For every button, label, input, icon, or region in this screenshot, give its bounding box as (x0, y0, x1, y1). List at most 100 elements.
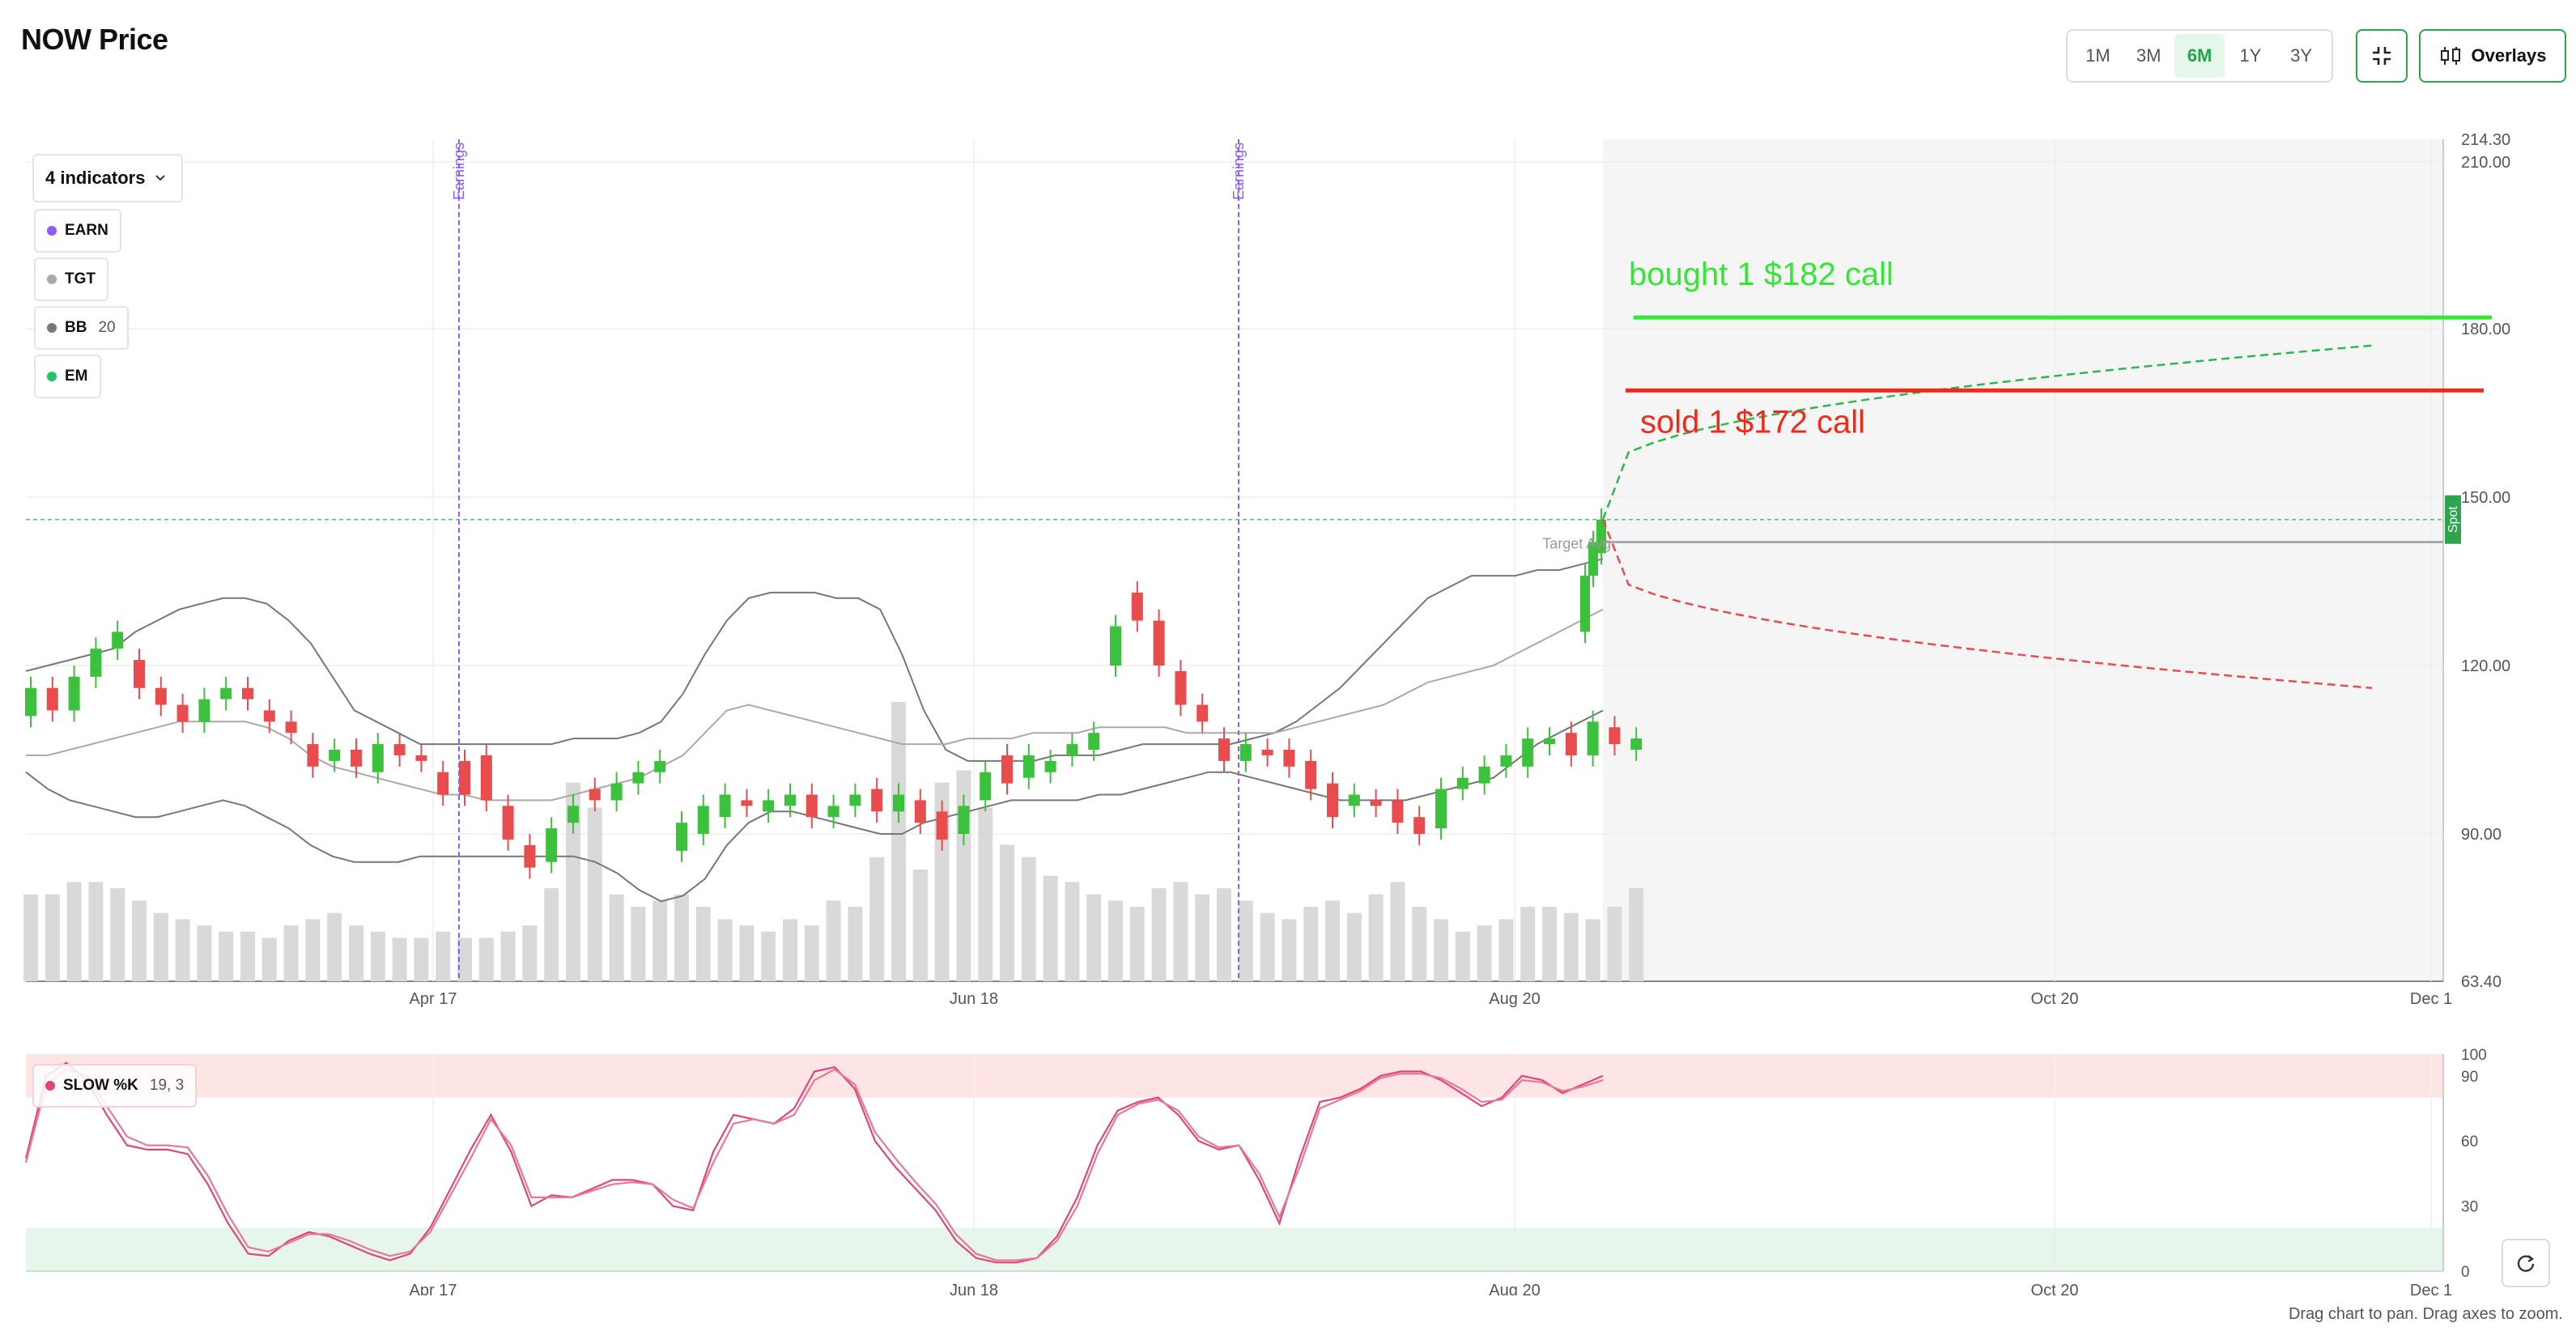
osc-x-tick-label: Dec 1 (2410, 1282, 2452, 1295)
candle-body (1110, 626, 1121, 666)
candle-body (1580, 576, 1590, 632)
chip-label: EARN (65, 222, 108, 239)
candle-body (806, 794, 818, 818)
collapse-button[interactable] (2356, 29, 2408, 83)
candle-body (1413, 817, 1426, 834)
candle-body (1066, 744, 1078, 755)
candle-body (1327, 783, 1338, 818)
indicator-chip-earn[interactable]: EARN (34, 209, 121, 253)
reset-zoom-button[interactable] (2502, 1239, 2550, 1287)
volume-bar (153, 912, 168, 981)
volume-bar (869, 857, 885, 981)
volume-bar (674, 894, 689, 981)
candle-body (46, 687, 58, 711)
osc-y-tick-label: 60 (2461, 1133, 2478, 1150)
osc-y-tick-label: 0 (2461, 1264, 2470, 1281)
volume-bar (45, 894, 60, 981)
volume-bar (695, 907, 711, 981)
candle-body (134, 660, 145, 688)
chip-label: EM (65, 368, 88, 385)
future-region (1603, 139, 2443, 981)
volume-bar (522, 925, 538, 981)
oscillator-chip[interactable]: SLOW %K 19, 3 (32, 1064, 198, 1108)
overlays-label: Overlays (2471, 45, 2547, 66)
overlays-button[interactable]: Overlays (2419, 29, 2566, 83)
stoch-line (24, 1061, 1604, 1264)
candle-body (459, 760, 470, 795)
volume-bar (1195, 894, 1210, 981)
y-tick-label: 90.00 (2461, 826, 2502, 844)
footer-hint: Drag chart to pan. Drag axes to zoom. (2288, 1305, 2563, 1323)
candle-body (1022, 755, 1035, 778)
volume-bar (349, 925, 363, 981)
volume-bar (1520, 907, 1536, 981)
price-chart[interactable]: 214.30 210.00 180.00 150.00 120.00 90.00 63.40… (0, 0, 2576, 1295)
volume-bar (457, 938, 472, 981)
volume-bar (1151, 888, 1167, 981)
candle-body (1478, 766, 1490, 784)
volume-bar (1542, 907, 1557, 981)
candle-body (567, 806, 579, 823)
volume-bar (219, 931, 234, 981)
range-3m-button[interactable]: 3M (2136, 45, 2162, 66)
candle-body (1456, 777, 1469, 789)
volume-bar (1173, 882, 1188, 981)
volume-bar (761, 931, 776, 981)
volume-bar (392, 938, 407, 981)
volume-bar (1412, 907, 1427, 981)
indicator-chip-em[interactable]: EM (34, 355, 101, 398)
candle-body (914, 800, 926, 823)
range-1m-button[interactable]: 1M (2085, 45, 2111, 66)
volume-bar (414, 938, 429, 981)
y-tick-label: 63.40 (2461, 973, 2502, 991)
indicator-chip-bb[interactable]: BB 20 (34, 306, 129, 350)
volume-bar (739, 925, 755, 981)
volume-bar (175, 919, 190, 981)
candle-body (784, 794, 796, 806)
range-3y-button[interactable]: 3Y (2290, 45, 2313, 66)
range-1y-button[interactable]: 1Y (2239, 45, 2262, 66)
indicators-dropdown[interactable]: 4 indicators (32, 154, 183, 202)
em-dot-icon (47, 372, 57, 381)
candle-body (351, 750, 362, 767)
candle-body (1153, 620, 1165, 666)
stoch-dot-icon (45, 1081, 55, 1091)
volume-bar (261, 938, 277, 981)
osc-y-tick-label: 100 (2461, 1047, 2487, 1064)
candlestick-icon (2440, 47, 2460, 65)
volume-bar (1563, 912, 1579, 981)
volume-bar (478, 938, 494, 981)
volume-bar (848, 907, 863, 981)
osc-y-tick-label: 30 (2461, 1199, 2478, 1216)
volume-bar (978, 807, 993, 981)
volume-bar (66, 882, 82, 981)
chip-label: SLOW %K (63, 1077, 138, 1094)
candle-body (155, 687, 167, 705)
range-6m-button[interactable]: 6M (2174, 34, 2225, 78)
volume-bar (1455, 931, 1470, 981)
volume-bar (1086, 894, 1102, 981)
volume-bar (1021, 857, 1036, 981)
osc-x-tick-label: Jun 18 (950, 1282, 998, 1295)
volume-bar (783, 919, 797, 981)
candle-body (1088, 733, 1100, 750)
candle-body (632, 772, 644, 784)
candle-body (958, 806, 970, 834)
volume-bar (1607, 907, 1622, 981)
volume-bar (609, 894, 624, 981)
indicator-chip-tgt[interactable]: TGT (34, 257, 108, 301)
earn-dot-icon (47, 226, 57, 236)
volume-bar (283, 925, 299, 981)
osc-x-tick-label: Apr 17 (410, 1282, 457, 1295)
x-tick-label: Apr 17 (410, 990, 457, 1008)
candle-body (980, 772, 992, 801)
candle-body (198, 699, 210, 722)
chip-label: TGT (65, 270, 96, 287)
candle-body (1218, 738, 1230, 761)
candle-body (936, 811, 948, 840)
volume-bar (653, 900, 668, 981)
osc-x-tick-label: Oct 20 (2031, 1282, 2079, 1295)
volume-bar (1043, 875, 1058, 981)
candle-body (393, 744, 406, 755)
volume-bar (631, 907, 646, 981)
